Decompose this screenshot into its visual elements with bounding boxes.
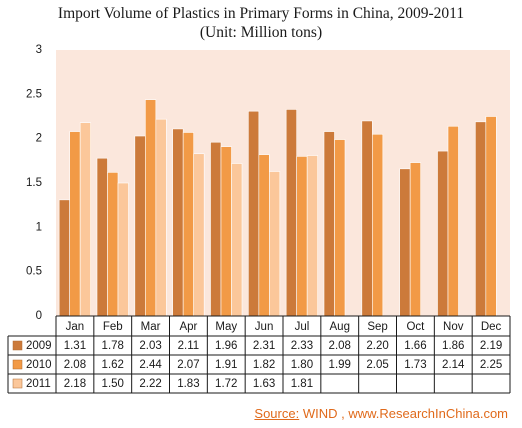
data-label: 2.03 xyxy=(139,340,161,352)
legend-label: 2011 xyxy=(26,378,51,390)
data-label: 1.81 xyxy=(291,378,313,390)
y-tick-label: 0 xyxy=(36,310,42,322)
bar-2011-jan xyxy=(79,122,91,317)
data-label: 2.14 xyxy=(442,359,465,371)
x-tick-label: Nov xyxy=(443,321,464,333)
y-tick-label: 2.5 xyxy=(26,88,42,100)
source-note: Source: WIND , www.ResearchInChina.com xyxy=(254,406,508,421)
data-label: 1.50 xyxy=(102,378,124,390)
y-tick-label: 1 xyxy=(36,221,42,233)
legend-label: 2009 xyxy=(26,340,52,352)
bar-2010-nov xyxy=(447,125,459,317)
x-tick-label: Aug xyxy=(330,321,350,333)
x-tick-label: Sep xyxy=(367,321,387,333)
bar-2009-sep xyxy=(361,120,373,317)
x-tick-label: Oct xyxy=(406,321,425,333)
bar-2011-may xyxy=(231,163,243,317)
data-label: 2.31 xyxy=(253,340,275,352)
data-label: 1.80 xyxy=(291,359,313,371)
x-tick-label: Apr xyxy=(179,321,197,333)
data-label: 2.33 xyxy=(291,340,313,352)
x-tick-label: Jun xyxy=(255,321,274,333)
bar-2010-aug xyxy=(334,139,346,317)
x-tick-label: Feb xyxy=(103,321,123,333)
legend-swatch-2010 xyxy=(12,359,23,370)
bar-2011-jun xyxy=(269,171,281,317)
bar-2009-jan xyxy=(58,199,70,317)
bar-2009-dec xyxy=(475,121,487,317)
bar-2009-aug xyxy=(323,131,335,317)
legend-swatch-2011 xyxy=(12,378,23,389)
x-tick-label: May xyxy=(215,321,237,333)
bar-2011-jul xyxy=(306,155,318,317)
data-label: 2.44 xyxy=(139,359,162,371)
bar-2010-mar xyxy=(145,99,157,317)
bar-2010-jun xyxy=(258,154,270,317)
bar-2010-feb xyxy=(107,172,119,317)
data-label: 2.05 xyxy=(366,359,388,371)
bar-2009-jul xyxy=(285,109,297,317)
data-label: 2.19 xyxy=(480,340,502,352)
data-label: 2.11 xyxy=(178,340,200,352)
bar-2010-oct xyxy=(409,162,421,317)
data-label: 1.86 xyxy=(442,340,464,352)
bar-2009-jun xyxy=(248,110,260,317)
data-label: 1.72 xyxy=(215,378,237,390)
source-label: Source: xyxy=(254,406,300,421)
legend-label: 2010 xyxy=(26,359,52,371)
x-tick-label: Jan xyxy=(66,321,85,333)
bar-2011-mar xyxy=(155,118,167,317)
y-tick-label: 0.5 xyxy=(26,266,42,278)
data-label: 2.08 xyxy=(329,340,351,352)
data-label: 2.18 xyxy=(64,378,86,390)
plot-area xyxy=(56,50,510,316)
bar-2009-may xyxy=(210,141,222,317)
data-label: 1.62 xyxy=(102,359,124,371)
data-label: 1.66 xyxy=(404,340,426,352)
x-tick-label: Jul xyxy=(295,321,310,333)
bar-2010-apr xyxy=(182,132,194,317)
bar-2009-apr xyxy=(172,128,184,317)
x-tick-label: Dec xyxy=(481,321,502,333)
chart-subtitle: (Unit: Million tons) xyxy=(199,24,323,41)
data-label: 1.63 xyxy=(253,378,275,390)
data-label: 1.83 xyxy=(177,378,199,390)
data-label: 1.96 xyxy=(215,340,237,352)
x-tick-label: Mar xyxy=(141,321,161,333)
data-label: 1.91 xyxy=(215,359,237,371)
data-label: 1.82 xyxy=(253,359,275,371)
data-label: 1.78 xyxy=(102,340,124,352)
bar-2011-feb xyxy=(117,182,129,317)
chart-title-block: Import Volume of Plastics in Primary For… xyxy=(0,4,522,42)
data-label: 2.22 xyxy=(139,378,161,390)
bar-2010-jan xyxy=(69,131,81,317)
y-tick-label: 1.5 xyxy=(26,177,42,189)
data-label: 1.31 xyxy=(64,340,86,352)
bar-2009-oct xyxy=(399,168,411,317)
chart-title: Import Volume of Plastics in Primary For… xyxy=(57,5,465,22)
bar-2010-jul xyxy=(296,156,308,317)
data-label: 1.99 xyxy=(329,359,351,371)
data-label: 2.08 xyxy=(64,359,86,371)
legend-swatch-2009 xyxy=(12,340,23,351)
data-label: 2.25 xyxy=(480,359,502,371)
bar-2010-dec xyxy=(485,116,497,317)
bar-2009-mar xyxy=(134,135,146,317)
bar-2010-sep xyxy=(372,133,384,317)
source-text: WIND , www.ResearchInChina.com xyxy=(299,406,508,421)
data-label: 2.07 xyxy=(177,359,199,371)
data-label: 1.73 xyxy=(404,359,426,371)
data-label: 2.20 xyxy=(366,340,388,352)
bar-2009-feb xyxy=(96,157,108,317)
y-tick-label: 3 xyxy=(36,44,42,56)
bar-2010-may xyxy=(220,146,232,317)
y-tick-label: 2 xyxy=(36,133,42,145)
bar-2011-apr xyxy=(193,153,205,317)
bar-2009-nov xyxy=(437,150,449,317)
